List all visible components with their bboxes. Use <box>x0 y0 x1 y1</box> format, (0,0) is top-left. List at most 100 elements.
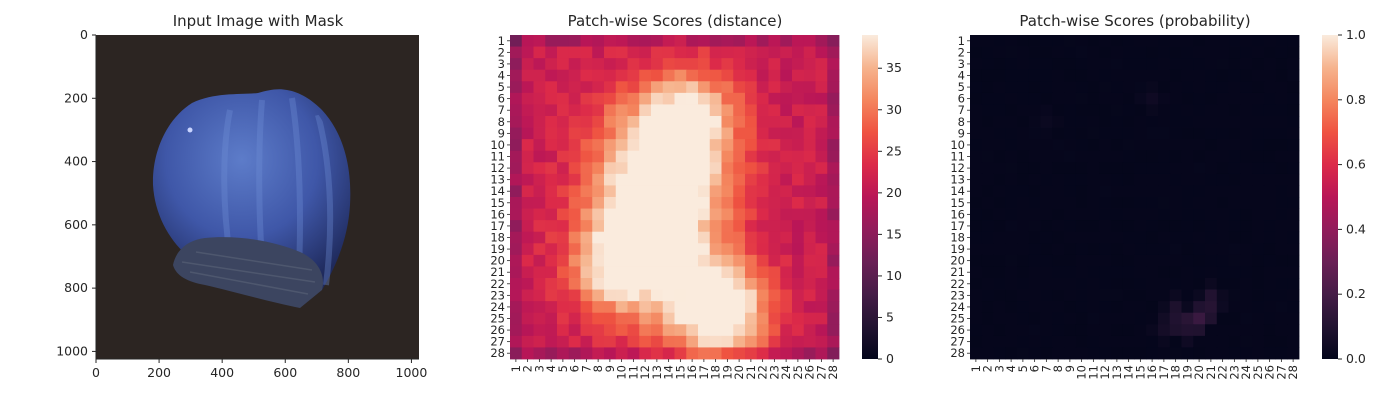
heatmap-cell <box>756 46 769 59</box>
heatmap-cell <box>768 335 781 348</box>
heatmap-cell <box>1064 92 1077 105</box>
heatmap-cell <box>651 139 664 152</box>
heatmap-cell <box>756 301 769 314</box>
heatmap-cell <box>1134 150 1147 163</box>
heatmap-cell <box>651 58 664 71</box>
y-tick-label: 5 <box>958 80 965 94</box>
y-tick-label: 2 <box>958 45 965 59</box>
heatmap-cell <box>792 139 805 152</box>
heatmap-cell <box>815 301 828 314</box>
heatmap-cell <box>521 254 534 267</box>
heatmap-cell <box>1005 139 1018 152</box>
heatmap-cell <box>1111 243 1124 256</box>
heatmap-cell <box>780 81 793 94</box>
heatmap-cell <box>756 69 769 82</box>
heatmap-cell <box>1146 185 1159 198</box>
heatmap-cell <box>1158 69 1171 82</box>
heatmap-cell <box>521 243 534 256</box>
x-tick-label: 800 <box>336 365 360 380</box>
heatmap-cell <box>1287 243 1300 256</box>
heatmap-cell <box>674 185 687 198</box>
heatmap-cell <box>651 69 664 82</box>
heatmap-cell <box>993 127 1006 140</box>
heatmap-cell <box>803 92 816 105</box>
heatmap-cell <box>1287 58 1300 71</box>
heatmap-cell <box>1040 92 1053 105</box>
heatmap-cell <box>1064 104 1077 117</box>
heatmap-cell <box>639 324 652 337</box>
heatmap-cell <box>604 312 617 325</box>
heatmap-cell <box>1040 243 1053 256</box>
heatmap-cell <box>1099 289 1112 302</box>
heatmap-cell <box>557 197 570 209</box>
heatmap-cell <box>639 301 652 314</box>
heatmap-cell <box>651 197 664 209</box>
heatmap-cell <box>510 289 523 302</box>
heatmap-cell <box>686 208 699 221</box>
heatmap-cell <box>1169 58 1182 71</box>
y-tick-label: 13 <box>950 173 965 187</box>
heatmap-cell <box>1052 46 1065 59</box>
heatmap-cell <box>686 81 699 94</box>
heatmap-cell <box>1146 58 1159 71</box>
y-tick-label: 1000 <box>56 343 88 358</box>
heatmap-cell <box>1017 301 1030 314</box>
heatmap-cell <box>970 58 983 71</box>
heatmap-cell <box>686 231 699 244</box>
y-tick-label: 7 <box>958 103 965 117</box>
heatmap-cell <box>662 150 675 163</box>
y-tick-label: 4 <box>498 69 505 83</box>
heatmap-cell <box>533 139 546 152</box>
heatmap-cell <box>1099 243 1112 256</box>
heatmap-cell <box>1275 197 1288 209</box>
heatmap-cell <box>1052 347 1065 360</box>
heatmap-cell <box>1193 301 1206 314</box>
heatmap-cell <box>1052 278 1065 290</box>
heatmap-cell <box>1181 150 1194 163</box>
heatmap-cell <box>1169 266 1182 279</box>
heatmap-cell <box>698 92 711 105</box>
heatmap-cell <box>709 139 722 152</box>
heatmap-cell <box>580 162 593 175</box>
heatmap-cell <box>1228 347 1241 360</box>
heatmap-cell <box>745 335 758 348</box>
heatmap-cell <box>827 150 840 163</box>
heatmap-cell <box>1240 231 1253 244</box>
heatmap-cell <box>792 243 805 256</box>
heatmap-cell <box>780 58 793 71</box>
heatmap-cell <box>970 139 983 152</box>
heatmap-cell <box>1205 127 1218 140</box>
heatmap-cell <box>1040 35 1053 47</box>
heatmap-cell <box>604 162 617 175</box>
heatmap-cell <box>674 150 687 163</box>
heatmap-cell <box>815 69 828 82</box>
heatmap-cell <box>1134 231 1147 244</box>
heatmap-cell <box>521 197 534 209</box>
heatmap-cell <box>733 243 746 256</box>
heatmap-cell <box>510 139 523 152</box>
heatmap-cell <box>604 254 617 267</box>
heatmap-cell <box>521 231 534 244</box>
heatmap-cell <box>1122 324 1135 337</box>
heatmap-cell <box>815 243 828 256</box>
y-tick-label: 13 <box>490 173 505 187</box>
x-tick-label: 13 <box>1110 365 1124 380</box>
heatmap-cell <box>792 173 805 186</box>
heatmap-cell <box>1134 266 1147 279</box>
heatmap-cell <box>557 139 570 152</box>
heatmap-cell <box>1252 197 1265 209</box>
heatmap-cell <box>1146 69 1159 82</box>
heatmap-cell <box>674 347 687 360</box>
heatmap-cell <box>1122 301 1135 314</box>
heatmap-cell <box>709 278 722 290</box>
heatmap-cell <box>1099 335 1112 348</box>
heatmap-cell <box>1075 162 1088 175</box>
heatmap-cell <box>1240 266 1253 279</box>
heatmap-cell <box>674 231 687 244</box>
heatmap-cell <box>674 266 687 279</box>
heatmap-cell <box>651 116 664 128</box>
heatmap-cell <box>1099 92 1112 105</box>
heatmap-cell <box>803 301 816 314</box>
heatmap-cell <box>662 278 675 290</box>
heatmap-cell <box>1087 150 1100 163</box>
